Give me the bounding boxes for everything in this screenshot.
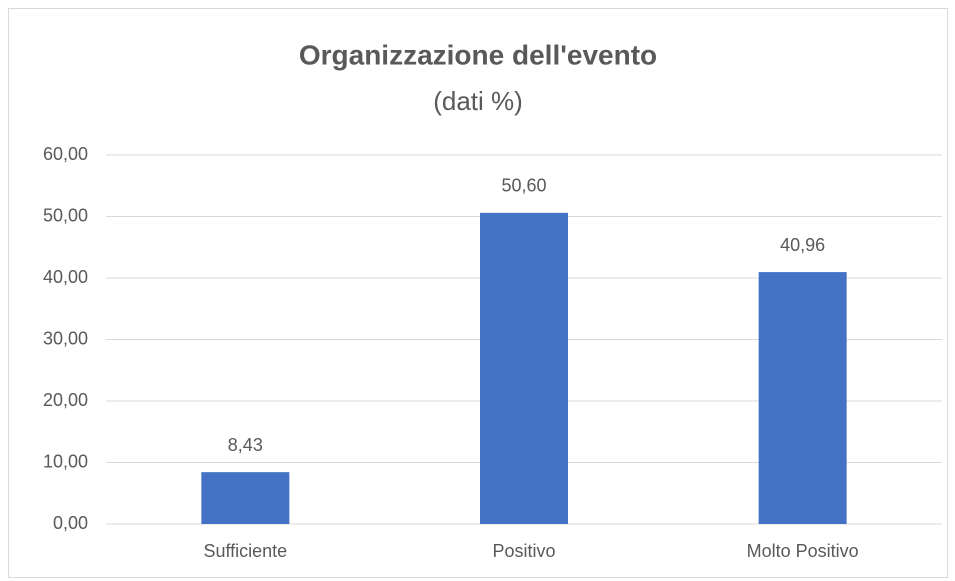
x-tick-label: Sufficiente <box>203 541 287 561</box>
chart-title: Organizzazione dell'evento <box>299 39 657 70</box>
x-tick-label: Molto Positivo <box>747 541 859 561</box>
x-tick-label: Positivo <box>492 541 555 561</box>
y-tick-label: 50,00 <box>43 205 88 225</box>
y-tick-label: 0,00 <box>53 513 88 533</box>
bar <box>480 212 568 524</box>
y-tick-label: 30,00 <box>43 328 88 348</box>
value-label: 50,60 <box>501 176 546 196</box>
bar <box>201 472 290 524</box>
chart-subtitle: (dati %) <box>433 86 523 116</box>
y-tick-label: 20,00 <box>43 390 88 410</box>
value-label: 40,96 <box>780 235 825 255</box>
value-label: 8,43 <box>228 435 263 455</box>
bar <box>758 272 847 524</box>
y-tick-label: 40,00 <box>43 267 88 287</box>
y-tick-label: 10,00 <box>43 451 88 471</box>
y-tick-label: 60,00 <box>43 144 88 164</box>
